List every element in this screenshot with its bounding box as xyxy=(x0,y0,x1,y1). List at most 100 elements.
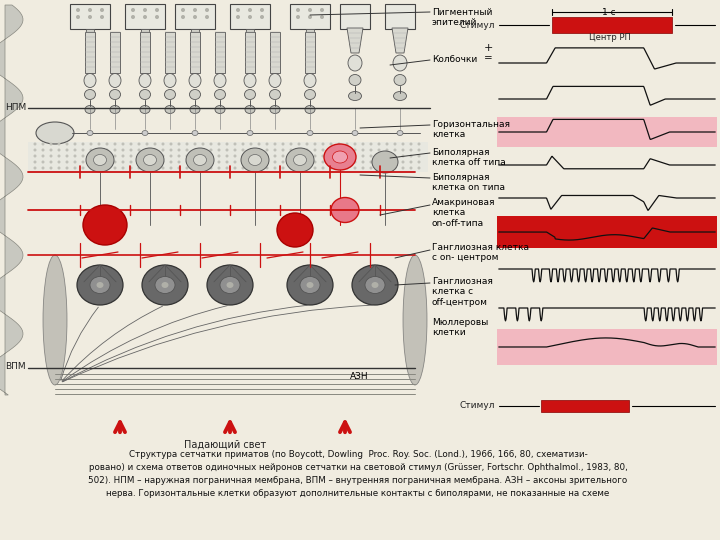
Ellipse shape xyxy=(34,160,37,164)
Ellipse shape xyxy=(418,166,420,170)
Ellipse shape xyxy=(81,148,84,152)
Ellipse shape xyxy=(109,90,120,99)
Ellipse shape xyxy=(418,154,420,158)
Ellipse shape xyxy=(305,160,308,164)
Bar xyxy=(352,29,358,39)
Text: 1 с: 1 с xyxy=(602,8,616,17)
Ellipse shape xyxy=(361,166,364,170)
Ellipse shape xyxy=(289,160,292,164)
Ellipse shape xyxy=(241,154,245,158)
Ellipse shape xyxy=(296,15,300,19)
Ellipse shape xyxy=(322,154,325,158)
Ellipse shape xyxy=(225,154,228,158)
Polygon shape xyxy=(0,5,23,395)
Ellipse shape xyxy=(305,148,308,152)
Bar xyxy=(140,32,150,72)
Ellipse shape xyxy=(394,75,406,85)
Ellipse shape xyxy=(202,143,204,145)
Ellipse shape xyxy=(106,154,109,158)
Ellipse shape xyxy=(202,148,204,152)
Ellipse shape xyxy=(96,282,104,288)
Text: Ганглиозная клетка
с on- центром: Ганглиозная клетка с on- центром xyxy=(432,243,529,262)
Ellipse shape xyxy=(241,148,245,152)
Ellipse shape xyxy=(274,154,276,158)
Ellipse shape xyxy=(297,143,300,145)
Ellipse shape xyxy=(320,8,324,12)
Ellipse shape xyxy=(138,148,140,152)
Ellipse shape xyxy=(186,143,189,145)
Ellipse shape xyxy=(210,166,212,170)
Ellipse shape xyxy=(410,148,413,152)
Ellipse shape xyxy=(155,276,175,294)
Ellipse shape xyxy=(260,8,264,12)
Ellipse shape xyxy=(394,143,397,145)
Text: Падающий свет: Падающий свет xyxy=(184,440,266,450)
Ellipse shape xyxy=(36,122,74,144)
Ellipse shape xyxy=(330,148,333,152)
Ellipse shape xyxy=(178,148,181,152)
Ellipse shape xyxy=(313,166,317,170)
Ellipse shape xyxy=(88,8,92,12)
Ellipse shape xyxy=(248,154,261,165)
Ellipse shape xyxy=(338,166,341,170)
Ellipse shape xyxy=(307,131,313,136)
Bar xyxy=(125,4,165,29)
Ellipse shape xyxy=(90,276,110,294)
Ellipse shape xyxy=(97,148,101,152)
Ellipse shape xyxy=(282,143,284,145)
Ellipse shape xyxy=(122,154,125,158)
Ellipse shape xyxy=(402,166,405,170)
Ellipse shape xyxy=(84,73,96,87)
Ellipse shape xyxy=(130,166,132,170)
Ellipse shape xyxy=(122,143,125,145)
Ellipse shape xyxy=(241,143,245,145)
Ellipse shape xyxy=(153,166,156,170)
Ellipse shape xyxy=(233,160,236,164)
Ellipse shape xyxy=(189,90,200,99)
Ellipse shape xyxy=(300,276,320,294)
Ellipse shape xyxy=(142,265,188,305)
Ellipse shape xyxy=(338,154,341,158)
Ellipse shape xyxy=(186,148,214,172)
Ellipse shape xyxy=(338,160,341,164)
Ellipse shape xyxy=(186,160,189,164)
Ellipse shape xyxy=(217,154,220,158)
Ellipse shape xyxy=(76,15,80,19)
Ellipse shape xyxy=(169,166,173,170)
Ellipse shape xyxy=(178,166,181,170)
Ellipse shape xyxy=(277,213,313,247)
Ellipse shape xyxy=(86,148,114,172)
Text: Стимул: Стимул xyxy=(459,402,495,410)
Ellipse shape xyxy=(274,166,276,170)
Ellipse shape xyxy=(372,282,379,288)
Bar xyxy=(191,29,199,37)
Text: Пигментный
эпителий: Пигментный эпителий xyxy=(432,8,492,28)
Ellipse shape xyxy=(165,105,175,113)
Ellipse shape xyxy=(282,166,284,170)
Ellipse shape xyxy=(194,154,197,158)
Ellipse shape xyxy=(313,160,317,164)
Ellipse shape xyxy=(236,8,240,12)
Ellipse shape xyxy=(258,160,261,164)
Text: Мюллеровы
клетки: Мюллеровы клетки xyxy=(432,318,488,338)
Bar xyxy=(497,216,717,248)
Ellipse shape xyxy=(322,160,325,164)
Ellipse shape xyxy=(369,154,372,158)
Text: Амакриновая
клетка
on-off-типа: Амакриновая клетка on-off-типа xyxy=(432,198,495,228)
Ellipse shape xyxy=(178,143,181,145)
Ellipse shape xyxy=(369,143,372,145)
Ellipse shape xyxy=(87,131,93,136)
Bar xyxy=(306,29,314,37)
Ellipse shape xyxy=(186,154,189,158)
Ellipse shape xyxy=(130,154,132,158)
Ellipse shape xyxy=(202,160,204,164)
Ellipse shape xyxy=(393,55,407,71)
Ellipse shape xyxy=(217,166,220,170)
Ellipse shape xyxy=(42,148,45,152)
Ellipse shape xyxy=(248,15,252,19)
Ellipse shape xyxy=(365,276,385,294)
Ellipse shape xyxy=(346,160,348,164)
Ellipse shape xyxy=(136,148,164,172)
Ellipse shape xyxy=(274,160,276,164)
Ellipse shape xyxy=(73,143,76,145)
